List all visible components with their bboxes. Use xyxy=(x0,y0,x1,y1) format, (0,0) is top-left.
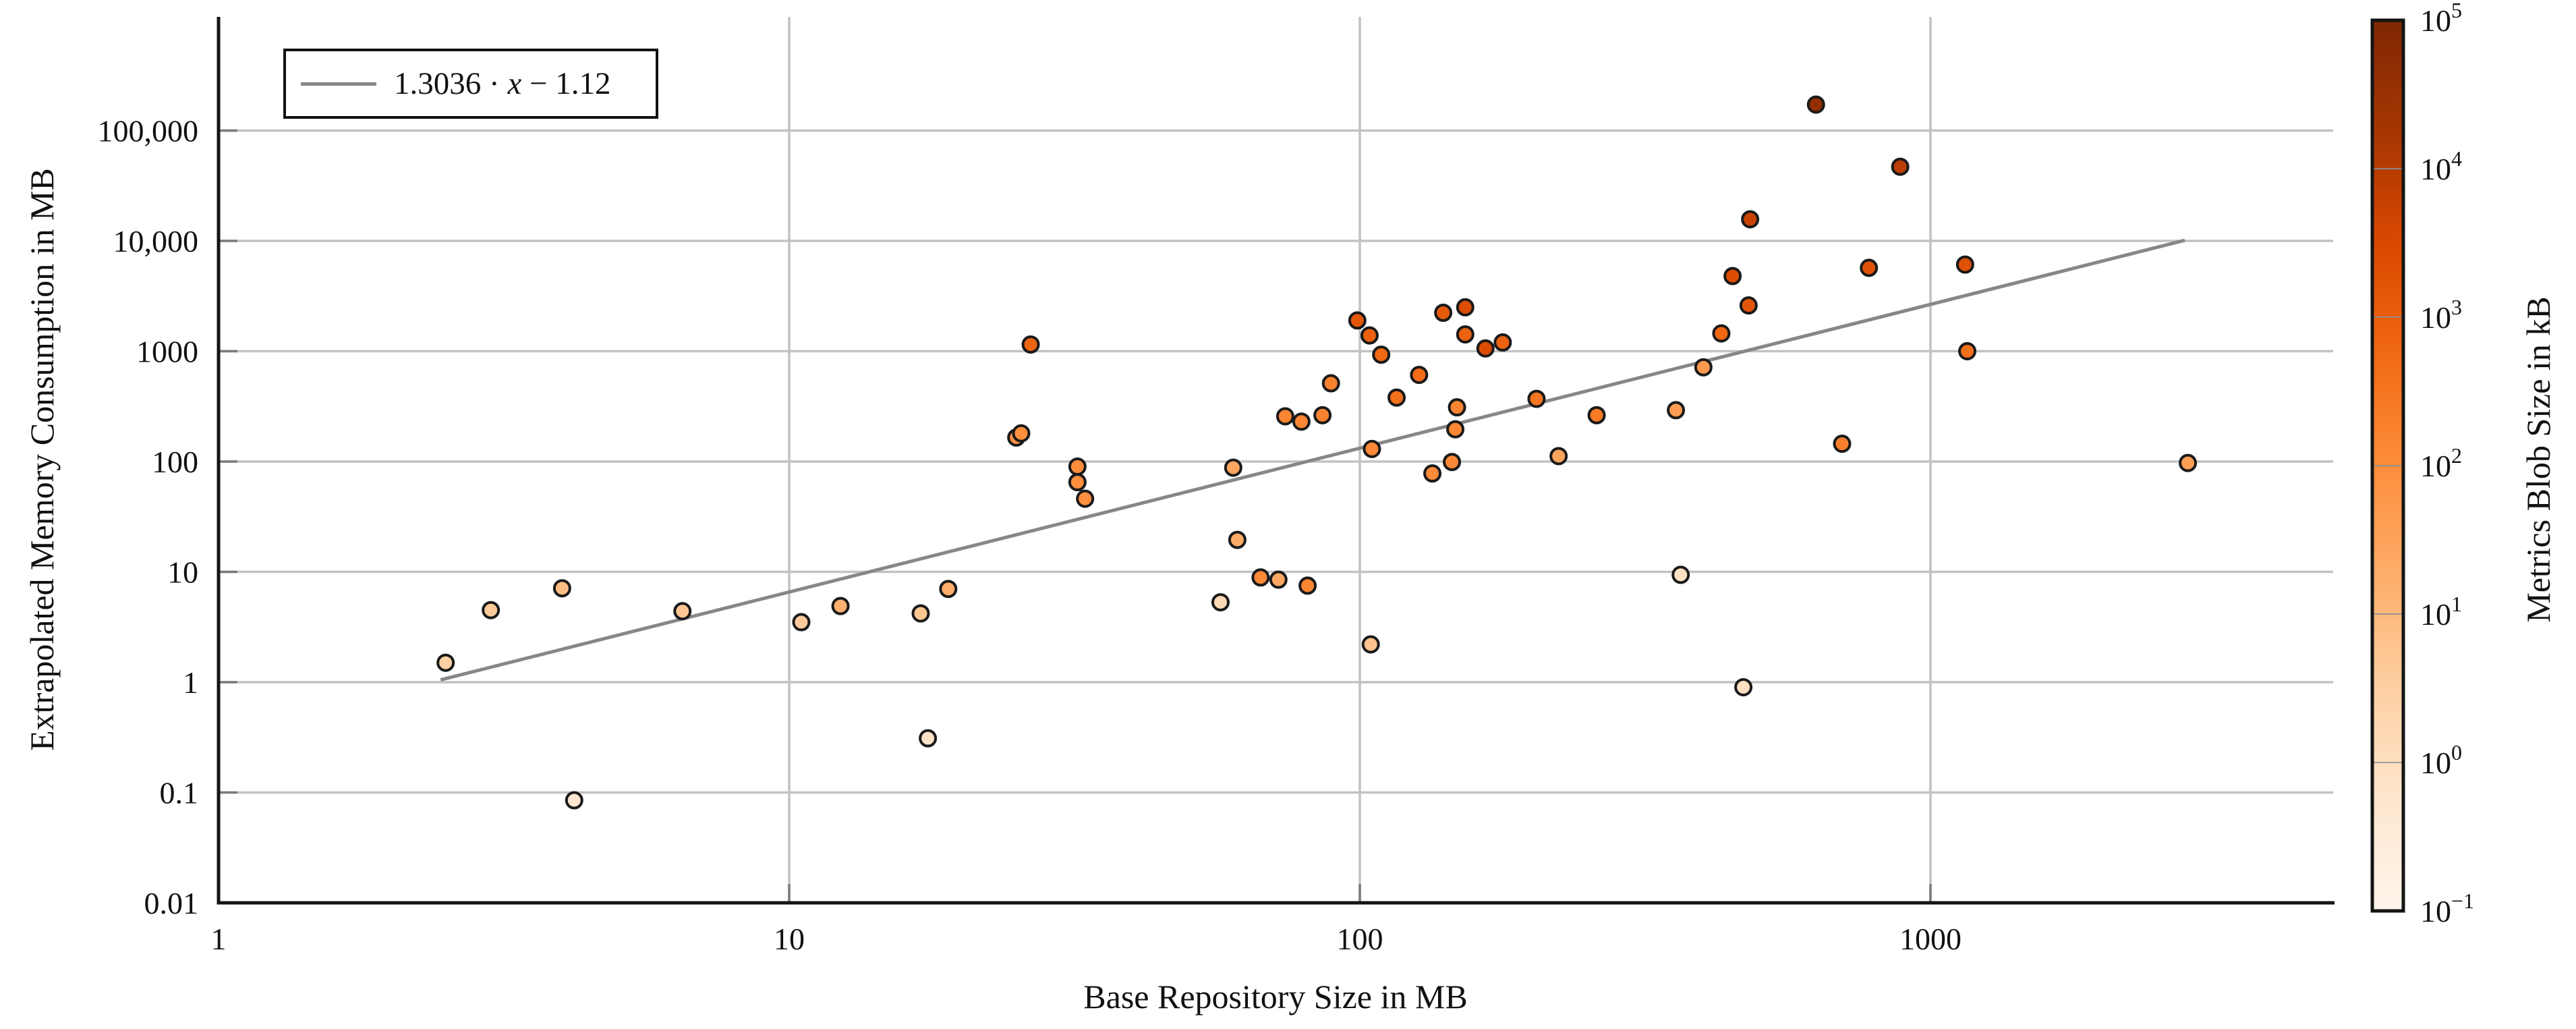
y-tick-label: 10,000 xyxy=(113,224,199,258)
scatter-point xyxy=(1313,406,1332,424)
scatter-point xyxy=(1387,388,1406,407)
scatter-point xyxy=(1076,489,1095,508)
scatter-point xyxy=(1891,157,1910,176)
y-tick-label: 100,000 xyxy=(98,114,199,148)
scatter-point xyxy=(1734,677,1753,696)
scatter-point xyxy=(1958,342,1977,360)
scatter-point xyxy=(1712,324,1731,343)
colorbar-tick-label: 100 xyxy=(2420,740,2462,780)
scatter-point xyxy=(1587,406,1606,424)
scatter-point xyxy=(1448,398,1466,417)
scatter-point xyxy=(1667,401,1686,420)
scatter-point xyxy=(1806,95,1825,114)
scatter-point xyxy=(1012,424,1031,443)
x-tick-label: 10 xyxy=(774,922,805,956)
y-tick-label: 1 xyxy=(183,665,198,700)
scatter-point xyxy=(1321,374,1340,393)
colorbar-tick-label: 103 xyxy=(2420,295,2462,335)
scatter-point xyxy=(1493,333,1512,352)
scatter-point xyxy=(1446,420,1465,439)
scatter-point xyxy=(565,791,583,810)
axes-spines xyxy=(217,17,2335,905)
scatter-point xyxy=(1476,339,1495,358)
scatter-point xyxy=(1360,326,1379,345)
colorbar-tick-label: 10−1 xyxy=(2420,889,2474,928)
scatter-point xyxy=(1363,439,1381,458)
scatter-point xyxy=(1456,298,1475,316)
scatter-point xyxy=(1549,447,1568,466)
scatter-point xyxy=(1723,267,1742,285)
colorbar-tick-label: 104 xyxy=(2420,146,2462,186)
scatter-point xyxy=(1741,210,1760,229)
y-tick-label: 100 xyxy=(152,445,198,479)
scatter-point xyxy=(436,653,455,672)
scatter-point xyxy=(1955,255,1974,274)
scatter-point xyxy=(1456,325,1475,344)
legend-intercept: − 1.12 xyxy=(521,66,611,101)
scatter-point xyxy=(792,613,811,632)
x-axis-title: Base Repository Size in MB xyxy=(1083,978,1468,1016)
scatter-point xyxy=(1361,635,1380,654)
scatter-point xyxy=(1527,389,1546,408)
scatter-point xyxy=(919,729,938,748)
scatter-point xyxy=(1671,565,1690,584)
scatter-point xyxy=(1269,570,1288,589)
scatter-point xyxy=(1292,412,1311,431)
scatter-point xyxy=(831,596,850,615)
scatter-point xyxy=(1739,296,1758,315)
scatter-point xyxy=(1211,593,1230,612)
y-tick-label: 1000 xyxy=(136,335,198,369)
legend-line-sample-icon xyxy=(301,82,376,86)
scatter-point xyxy=(1860,258,1879,277)
fit-line xyxy=(440,238,2185,682)
x-tick-label: 1 xyxy=(211,922,227,956)
y-tick-label: 0.1 xyxy=(160,776,199,810)
scatter-point xyxy=(1833,435,1852,453)
x-tick-label: 1000 xyxy=(1899,922,1962,956)
scatter-point xyxy=(939,580,958,599)
scatter-point xyxy=(1224,458,1242,477)
scatter-point xyxy=(2179,453,2198,472)
scatter-point xyxy=(673,602,692,621)
scatter-point xyxy=(1068,473,1087,492)
colorbar-tick-label: 101 xyxy=(2420,592,2462,632)
legend-coef: 1.3036 · xyxy=(394,66,508,101)
colorbar-title: Metrics Blob Size in kB xyxy=(2519,296,2557,623)
scatter-point xyxy=(1372,345,1391,364)
scatter-point xyxy=(1410,366,1429,385)
scatter-point xyxy=(1423,464,1442,483)
scatter-point xyxy=(1276,407,1294,426)
scatter-point xyxy=(1434,304,1453,323)
colorbar-tick-label: 105 xyxy=(2420,0,2462,38)
scatter-point xyxy=(1251,568,1270,587)
scatter-point xyxy=(1443,453,1462,472)
legend-variable: x xyxy=(507,66,522,101)
y-axis-title: Extrapolated Memory Consumption in MB xyxy=(23,168,61,751)
scatter-point xyxy=(1068,457,1087,476)
scatter-point xyxy=(1298,576,1317,595)
scatter-point xyxy=(1694,358,1713,377)
scatter-point xyxy=(482,601,500,619)
y-tick-label: 0.01 xyxy=(144,886,199,920)
y-tick-label: 10 xyxy=(167,555,198,590)
legend-fit-equation: 1.3036 · x − 1.12 xyxy=(394,65,611,102)
scatter-point xyxy=(1228,530,1247,549)
scatter-point xyxy=(911,604,930,623)
scatter-point xyxy=(552,579,571,598)
colorbar-tick-label: 102 xyxy=(2420,443,2462,483)
scatter-point xyxy=(1348,311,1367,330)
x-tick-label: 100 xyxy=(1337,922,1383,956)
colorbar-frame xyxy=(2370,18,2405,913)
scatter-point xyxy=(1021,335,1040,354)
legend: 1.3036 · x − 1.12 xyxy=(283,49,658,119)
